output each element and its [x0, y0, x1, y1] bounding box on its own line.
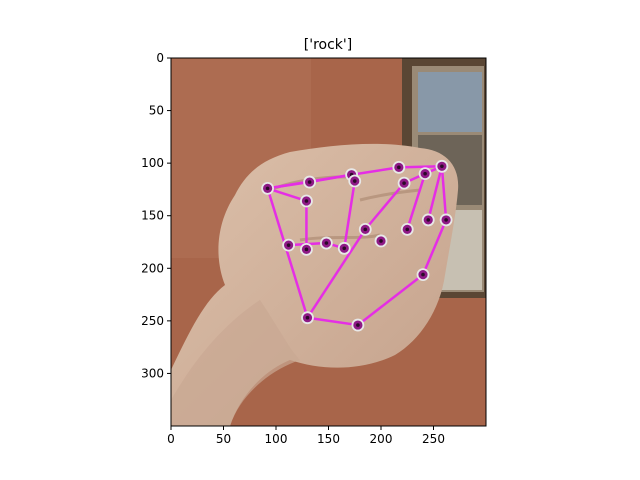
x-tick-label: 200 [370, 432, 393, 446]
landmark-point-center [286, 243, 291, 247]
landmark-point-center [304, 199, 309, 203]
x-tick-label: 100 [265, 432, 288, 446]
landmark-point-center [423, 171, 427, 176]
x-tick-label: 0 [167, 432, 175, 446]
landmark-point-center [305, 315, 310, 320]
landmark-connection [266, 187, 309, 319]
landmark-point-center [405, 227, 410, 232]
y-axis: 0 50 100 150 200 250 300 [141, 51, 171, 380]
landmark-point-center [363, 227, 368, 232]
landmark-point-center [444, 218, 448, 222]
landmark-point-center [397, 165, 401, 170]
landmark-point-center [324, 241, 329, 245]
x-tick-label: 150 [317, 432, 340, 446]
chart-title: ['rock'] [304, 37, 352, 53]
landmark-point-center [265, 186, 270, 191]
x-axis: 0 50 100 150 200 250 [167, 426, 445, 446]
landmark-point-center [356, 323, 360, 327]
y-tick-label: 100 [141, 156, 164, 170]
landmark-connection [266, 187, 308, 203]
landmark-connection [364, 181, 406, 231]
landmark-point-center [307, 180, 312, 184]
landmark-connection [350, 166, 401, 176]
landmark-connection [356, 273, 425, 327]
landmark-connection [343, 179, 356, 250]
landmark-points [261, 159, 453, 332]
landmark-point-center [402, 181, 406, 185]
y-tick-label: 50 [149, 104, 164, 118]
landmark-connection [306, 228, 367, 319]
y-tick-label: 0 [156, 51, 164, 65]
landmark-connection [397, 165, 444, 169]
y-tick-label: 200 [141, 261, 164, 275]
y-tick-label: 250 [141, 314, 164, 328]
landmark-point-center [440, 164, 444, 169]
landmark-point-center [421, 272, 425, 277]
landmark-connection [406, 172, 427, 231]
y-tick-label: 150 [141, 209, 164, 223]
landmark-connection [306, 316, 360, 327]
photo-image [171, 58, 486, 426]
x-tick-label: 50 [216, 432, 231, 446]
landmark-point-center [379, 239, 383, 243]
landmark-point-center [304, 247, 309, 252]
landmark-point-center [426, 218, 431, 222]
x-tick-label: 250 [422, 432, 445, 446]
y-tick-label: 300 [141, 366, 164, 380]
landmark-point-center [342, 246, 347, 251]
landmark-connection [440, 165, 448, 222]
landmark-connection [421, 218, 448, 276]
landmark-point-center [352, 179, 357, 183]
landmark-connection [427, 165, 444, 222]
